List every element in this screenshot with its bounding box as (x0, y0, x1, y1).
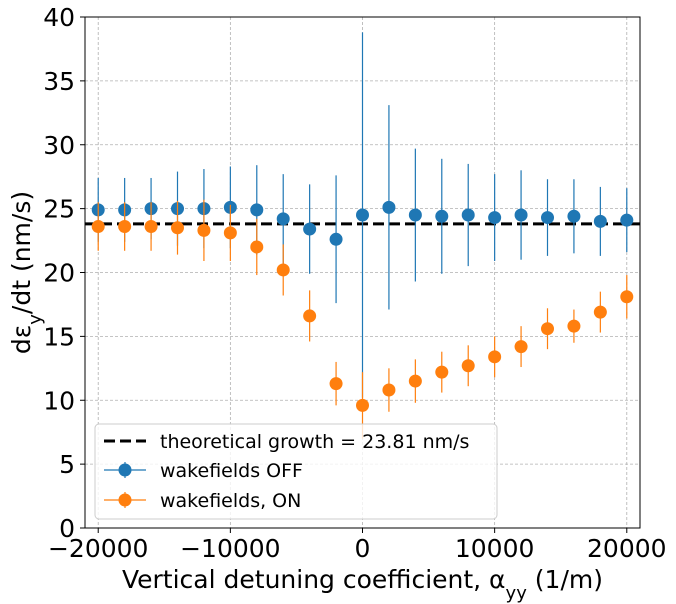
data-point (593, 305, 607, 319)
data-point (514, 340, 528, 354)
data-point (382, 200, 396, 214)
x-tick-label: 0 (355, 534, 371, 563)
x-tick-label: −20000 (48, 534, 148, 563)
y-tick-label: 5 (59, 450, 75, 479)
data-point (435, 209, 449, 223)
legend-series-on-label: wakefields, ON (160, 490, 301, 512)
data-point (541, 211, 554, 225)
y-tick-label: 20 (43, 259, 75, 288)
data-point (435, 365, 449, 379)
data-point (514, 208, 528, 222)
legend-series-off-label: wakefields OFF (160, 460, 303, 482)
data-point (250, 203, 264, 217)
data-point (567, 209, 581, 223)
data-point (567, 319, 581, 333)
legend-series-off-swatch (104, 462, 146, 478)
data-point (541, 322, 554, 336)
data-point (620, 213, 634, 227)
data-point (329, 377, 343, 391)
data-point (593, 214, 607, 228)
data-point (276, 263, 290, 277)
y-tick-label: 15 (43, 322, 75, 351)
series-0 (91, 32, 634, 398)
data-point (620, 290, 634, 304)
data-point (303, 309, 317, 323)
data-point (250, 240, 264, 254)
data-point (408, 374, 422, 388)
data-point (461, 359, 475, 373)
data-point (408, 208, 422, 222)
series-layer (91, 32, 634, 439)
data-point (276, 212, 290, 226)
data-point (197, 223, 211, 237)
x-tick-label: 10000 (455, 534, 535, 563)
data-point (356, 208, 369, 222)
data-point (223, 226, 237, 240)
data-point (461, 208, 475, 222)
y-tick-label: 35 (43, 67, 75, 96)
data-point (303, 222, 317, 236)
data-point (329, 232, 343, 246)
data-point (382, 383, 396, 397)
y-tick-label: 40 (43, 3, 75, 32)
legend-series-on-swatch (104, 492, 146, 508)
legend-box (94, 423, 498, 520)
y-axis-label: dεy/dt (nm/s) (7, 191, 46, 354)
data-point (171, 221, 184, 235)
series-1 (91, 199, 634, 439)
data-point (356, 398, 369, 412)
legend: theoretical growth = 23.81 nm/s wakefiel… (94, 423, 498, 520)
x-tick-label: 20000 (587, 534, 667, 563)
x-axis-label: Vertical detuning coefficient, αyy (1/m) (122, 565, 603, 604)
y-tick-label: 25 (43, 195, 75, 224)
data-point (488, 350, 502, 364)
legend-reference-label: theoretical growth = 23.81 nm/s (160, 431, 469, 453)
data-point (144, 220, 158, 234)
axis-ticks: −20000 −10000 0 10000 20000 0 5 10 15 20 25 30 35 40 (43, 3, 666, 563)
x-tick-label: −10000 (180, 534, 280, 563)
y-tick-label: 30 (43, 131, 75, 160)
data-point (91, 220, 105, 234)
data-point (118, 220, 132, 234)
data-point (488, 211, 502, 225)
y-tick-label: 10 (43, 386, 75, 415)
y-tick-label: 0 (59, 514, 75, 543)
